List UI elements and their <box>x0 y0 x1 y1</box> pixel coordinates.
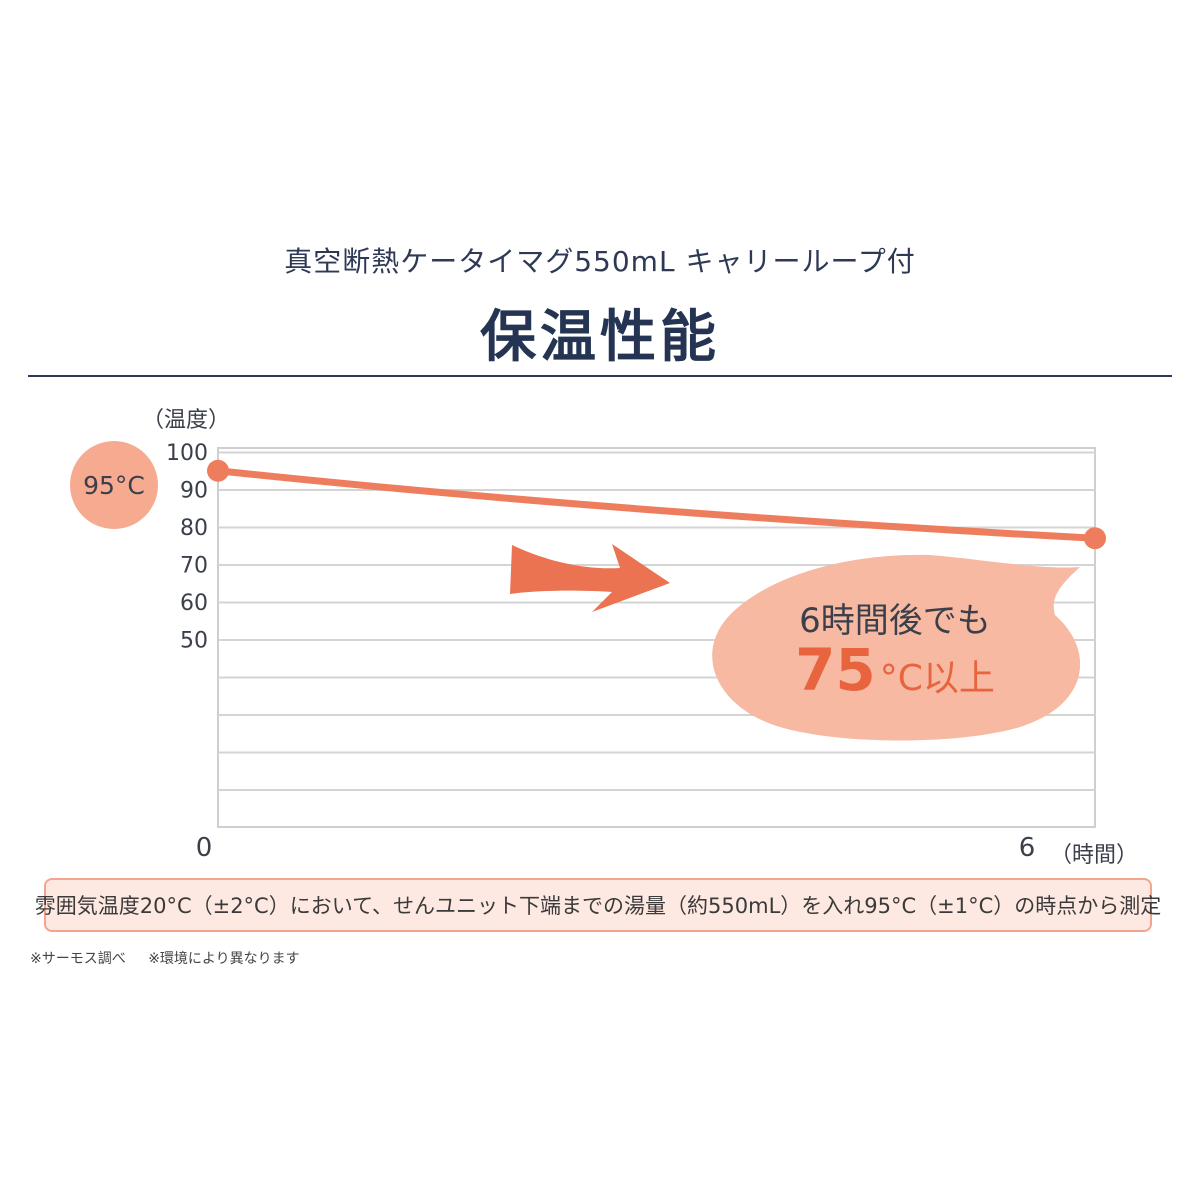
series-line <box>214 467 1099 542</box>
y-tick-label: 70 <box>180 554 208 579</box>
callout-big-number: 75 <box>795 636 876 704</box>
y-tick-label: 80 <box>180 516 208 541</box>
page-title: 保温性能 <box>480 305 720 370</box>
measurement-note: 雰囲気温度20°C（±2°C）において、せんユニット下端までの湯量（約550mL… <box>35 878 1161 932</box>
x-tick-label: 6 <box>1019 833 1036 863</box>
trend-arrow-icon <box>510 544 670 612</box>
callout-line2: 75 °C以上 <box>795 636 995 704</box>
y-tick-label: 60 <box>180 591 208 616</box>
series-layer <box>207 459 1106 550</box>
y-axis-label: （温度） <box>142 408 230 433</box>
callout-unit-text: °C以上 <box>880 658 995 699</box>
y-tick-label: 100 <box>166 441 208 466</box>
start-temp-badge <box>70 441 158 529</box>
footnote-2: ※環境により異なります <box>148 951 300 967</box>
title-divider <box>28 375 1172 377</box>
footnote-1: ※サーモス調べ <box>30 951 126 967</box>
y-axis-ticks: 100 90 80 70 60 50 <box>166 441 208 654</box>
page-subtitle: 真空断熱ケータイマグ550mL キャリーループ付 <box>284 245 916 278</box>
callout-bubble <box>712 554 1081 741</box>
footnotes: ※サーモス調べ ※環境により異なります <box>30 948 318 968</box>
callout-line1: 6時間後でも <box>799 601 991 641</box>
x-axis-label: （時間） <box>1050 843 1138 868</box>
y-tick-label: 50 <box>180 629 208 654</box>
data-point <box>1084 527 1106 550</box>
start-temp-label: 95°C <box>83 471 145 500</box>
x-tick-label: 0 <box>196 833 213 863</box>
y-tick-label: 90 <box>180 479 208 504</box>
data-point <box>207 459 229 482</box>
